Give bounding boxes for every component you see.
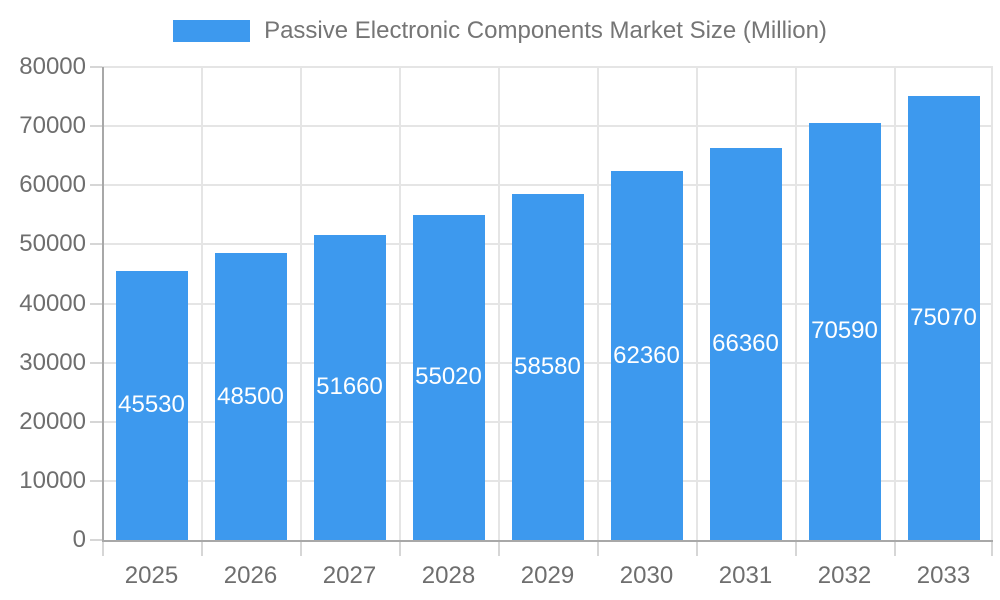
x-axis-tick [795,540,797,556]
y-tick-label: 50000 [19,230,86,258]
y-axis-tick [90,243,102,246]
x-axis-line [102,540,993,542]
x-axis-tick [201,540,203,556]
gridline-x [795,67,797,540]
y-tick-label: 10000 [19,466,86,494]
bar-value-label: 58580 [514,352,581,380]
x-axis-tick [498,540,500,556]
bar[interactable] [412,214,485,540]
y-tick-label: 20000 [19,407,86,435]
gridline-x [597,67,599,540]
bar-value-label: 48500 [217,382,284,410]
x-axis-tick [102,540,104,556]
y-axis-line [102,67,104,540]
x-axis-tick [696,540,698,556]
gridline-x [991,67,993,540]
bar[interactable] [115,270,188,540]
x-tick-label: 2031 [718,562,773,589]
plot-area: 0 10000 20000 30000 40000 50000 60000 70000 8000… [19,53,993,589]
bar-value-label: 51660 [316,373,383,401]
gridline-y [102,184,993,187]
y-axis-tick [90,302,102,305]
bar-value-label: 75070 [910,304,977,332]
gridline-y [102,125,993,128]
legend-item[interactable]: Passive Electronic Components Market Siz… [173,17,827,45]
x-axis-tick [300,540,302,556]
y-axis-tick [90,66,102,68]
y-tick-label: 80000 [19,53,86,80]
x-axis-tick [597,540,599,556]
x-tick-label: 2029 [520,562,575,589]
bar[interactable] [709,147,782,540]
x-tick-label: 2026 [223,562,278,589]
bar-value-label: 45530 [118,391,185,419]
x-tick-label: 2027 [322,562,377,589]
y-axis-tick [90,125,102,128]
bar[interactable] [907,96,980,540]
gridline-x [300,67,302,540]
bar-value-label: 62360 [613,341,680,369]
legend-swatch-icon [173,20,251,42]
bar[interactable] [214,253,287,540]
x-tick-label: 2030 [619,562,674,589]
bar-value-label: 66360 [712,329,779,357]
bar[interactable] [808,122,881,540]
legend: Passive Electronic Components Market Siz… [0,14,1000,48]
bar-value-label: 55020 [415,363,482,391]
gridline-x [498,67,500,540]
bar[interactable] [610,171,683,540]
y-tick-label: 0 [72,526,86,553]
bar[interactable] [313,234,386,540]
gridline-x [399,67,401,540]
x-axis-tick [991,540,993,556]
x-tick-label: 2028 [421,562,476,589]
x-axis-tick [894,540,896,556]
x-axis-tick [399,540,401,556]
gridline-x [696,67,698,540]
gridline-y [102,66,993,68]
bar-value-label: 70590 [811,317,878,345]
gridline-x [201,67,203,540]
gridline-x [894,67,896,540]
y-axis-tick [90,479,102,482]
x-tick-label: 2032 [817,562,872,589]
y-axis-tick [90,184,102,187]
y-axis-tick [90,539,102,541]
x-tick-label: 2025 [124,562,179,589]
x-tick-label: 2033 [916,562,971,589]
y-axis-tick [90,420,102,423]
y-axis-tick [90,361,102,364]
y-tick-label: 60000 [19,171,86,199]
y-tick-label: 40000 [19,289,86,317]
legend-label: Passive Electronic Components Market Siz… [264,17,827,44]
y-tick-label: 30000 [19,348,86,376]
y-tick-label: 70000 [19,112,86,140]
bar[interactable] [511,193,584,540]
